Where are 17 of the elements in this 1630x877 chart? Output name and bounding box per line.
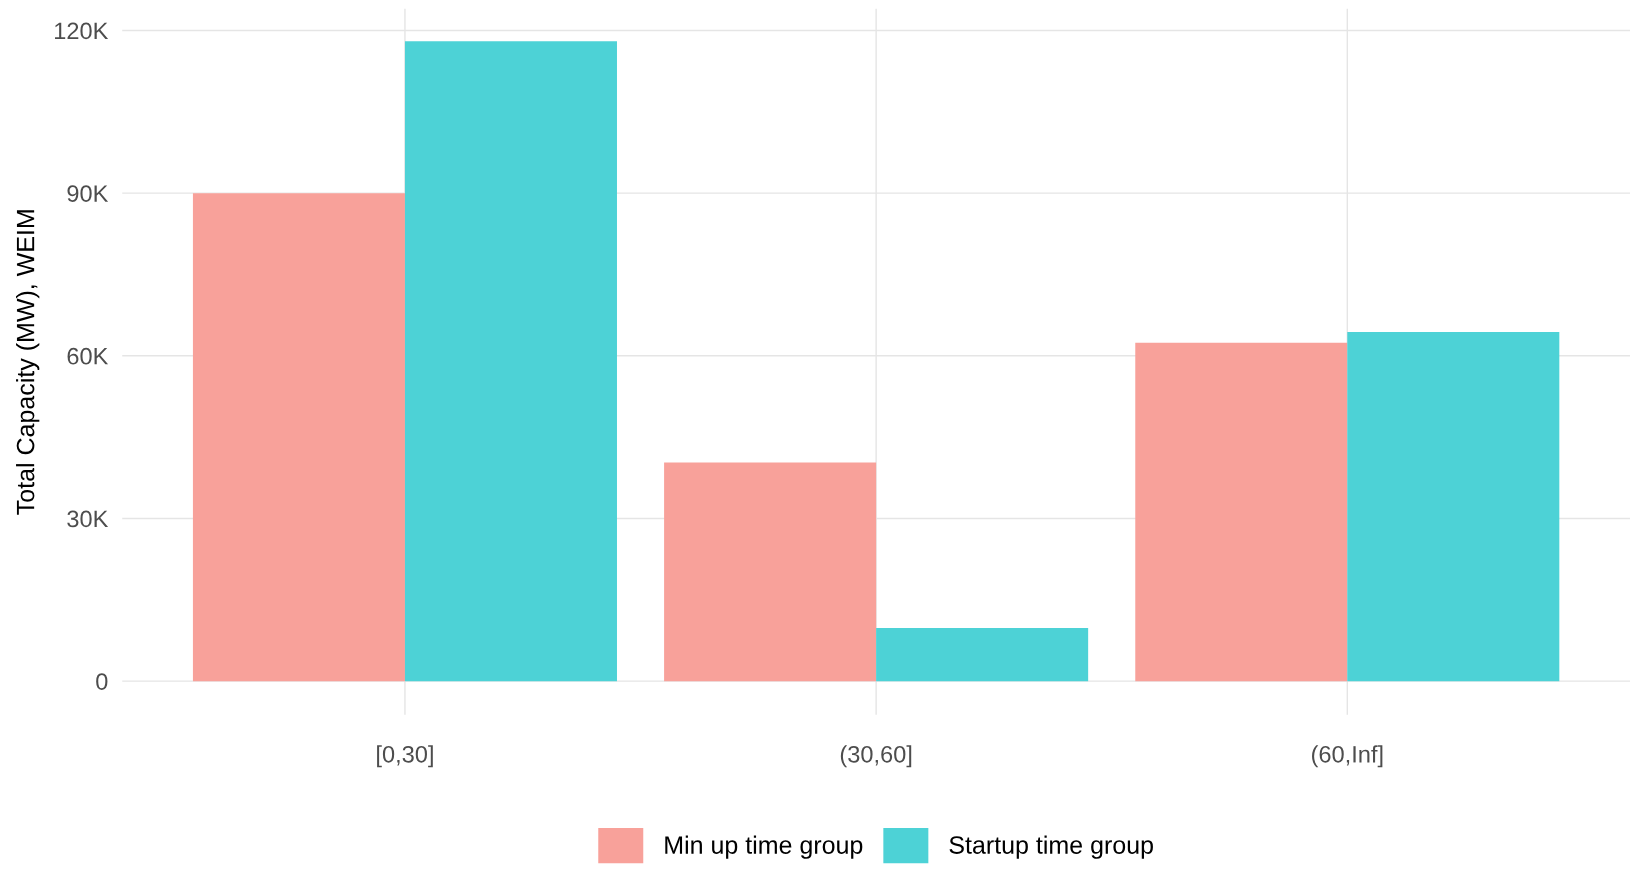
y-axis-title: Total Capacity (MW), WEIM — [16, 210, 40, 515]
bar — [1347, 331, 1560, 682]
bar — [876, 628, 1089, 682]
y-tick-label: 90K — [67, 185, 109, 202]
bar — [192, 193, 405, 682]
x-tick-label: (60,Inf] — [1312, 745, 1383, 768]
x-tick-label: (30,60] — [840, 745, 912, 768]
bar — [664, 462, 877, 682]
y-tick-label: 30K — [67, 510, 109, 528]
bar — [404, 41, 617, 682]
x-tick-label: [0,30] — [377, 745, 433, 768]
bar — [1135, 342, 1348, 682]
legend-label: Startup time group — [949, 835, 1153, 859]
y-tick-label: 120K — [55, 22, 109, 40]
y-tick-label: 0 — [96, 673, 108, 690]
legend-label: Min up time group — [665, 835, 863, 859]
y-tick-label: 60K — [67, 347, 109, 365]
